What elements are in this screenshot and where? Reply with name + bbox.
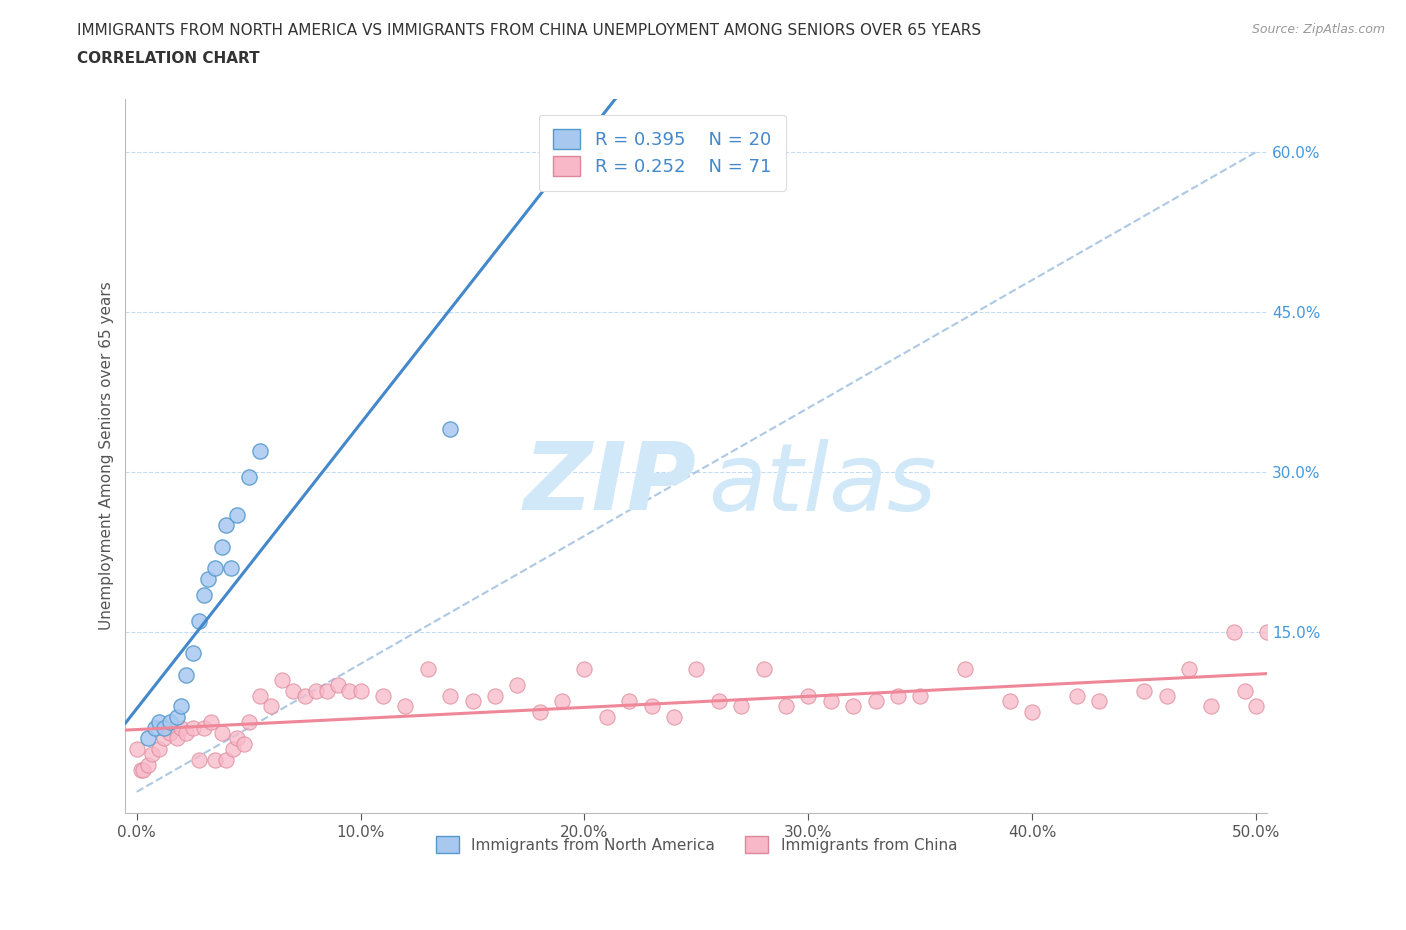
- Point: [461, 694, 484, 709]
- Point: [188, 752, 211, 767]
- Point: [337, 683, 360, 698]
- Point: [662, 710, 685, 724]
- Point: [730, 699, 752, 714]
- Point: [1178, 662, 1201, 677]
- Point: [865, 694, 887, 709]
- Point: [685, 662, 707, 677]
- Point: [125, 742, 148, 757]
- Point: [529, 704, 551, 719]
- Point: [752, 662, 775, 677]
- Point: [170, 699, 193, 714]
- Point: [328, 678, 350, 693]
- Point: [371, 688, 394, 703]
- Point: [226, 507, 249, 522]
- Point: [707, 694, 730, 709]
- Point: [1244, 699, 1267, 714]
- Point: [193, 721, 215, 736]
- Point: [159, 725, 181, 740]
- Point: [439, 688, 461, 703]
- Point: [215, 752, 238, 767]
- Point: [574, 662, 596, 677]
- Text: IMMIGRANTS FROM NORTH AMERICA VS IMMIGRANTS FROM CHINA UNEMPLOYMENT AMONG SENIOR: IMMIGRANTS FROM NORTH AMERICA VS IMMIGRA…: [77, 23, 981, 38]
- Point: [143, 721, 166, 736]
- Point: [129, 763, 152, 777]
- Point: [775, 699, 797, 714]
- Point: [141, 747, 163, 762]
- Point: [1133, 683, 1156, 698]
- Point: [484, 688, 506, 703]
- Point: [271, 672, 294, 687]
- Point: [238, 470, 260, 485]
- Point: [1156, 688, 1178, 703]
- Point: [1201, 699, 1223, 714]
- Point: [174, 667, 197, 682]
- Point: [174, 725, 197, 740]
- Point: [166, 731, 188, 746]
- Point: [394, 699, 416, 714]
- Point: [222, 742, 245, 757]
- Point: [188, 614, 211, 629]
- Point: [439, 422, 461, 437]
- Point: [1021, 704, 1043, 719]
- Point: [596, 710, 619, 724]
- Point: [159, 715, 181, 730]
- Point: [181, 721, 204, 736]
- Point: [152, 721, 174, 736]
- Point: [193, 587, 215, 602]
- Point: [842, 699, 865, 714]
- Point: [226, 731, 249, 746]
- Point: [953, 662, 976, 677]
- Point: [238, 715, 260, 730]
- Point: [1256, 624, 1278, 639]
- Point: [619, 694, 641, 709]
- Point: [820, 694, 842, 709]
- Text: Source: ZipAtlas.com: Source: ZipAtlas.com: [1251, 23, 1385, 36]
- Point: [887, 688, 910, 703]
- Point: [551, 694, 574, 709]
- Point: [998, 694, 1021, 709]
- Point: [197, 571, 219, 586]
- Point: [136, 731, 159, 746]
- Point: [1222, 624, 1244, 639]
- Point: [249, 443, 271, 458]
- Point: [148, 742, 170, 757]
- Point: [249, 688, 271, 703]
- Point: [910, 688, 932, 703]
- Point: [148, 715, 170, 730]
- Text: atlas: atlas: [707, 439, 936, 530]
- Point: [506, 678, 529, 693]
- Point: [211, 725, 233, 740]
- Point: [1066, 688, 1088, 703]
- Point: [640, 699, 662, 714]
- Point: [260, 699, 283, 714]
- Point: [211, 539, 233, 554]
- Point: [181, 645, 204, 660]
- Point: [200, 715, 222, 730]
- Text: ZIP: ZIP: [523, 438, 696, 530]
- Point: [215, 518, 238, 533]
- Legend: Immigrants from North America, Immigrants from China: Immigrants from North America, Immigrant…: [430, 830, 963, 859]
- Point: [305, 683, 328, 698]
- Point: [166, 710, 188, 724]
- Point: [204, 561, 226, 576]
- Point: [219, 561, 242, 576]
- Point: [233, 737, 256, 751]
- Point: [132, 763, 155, 777]
- Y-axis label: Unemployment Among Seniors over 65 years: Unemployment Among Seniors over 65 years: [100, 282, 114, 631]
- Point: [294, 688, 316, 703]
- Point: [136, 758, 159, 773]
- Point: [170, 721, 193, 736]
- Point: [1088, 694, 1111, 709]
- Text: CORRELATION CHART: CORRELATION CHART: [77, 51, 260, 66]
- Point: [416, 662, 439, 677]
- Point: [152, 731, 174, 746]
- Point: [283, 683, 305, 698]
- Point: [316, 683, 339, 698]
- Point: [1233, 683, 1256, 698]
- Point: [797, 688, 820, 703]
- Point: [1267, 688, 1289, 703]
- Point: [349, 683, 371, 698]
- Point: [204, 752, 226, 767]
